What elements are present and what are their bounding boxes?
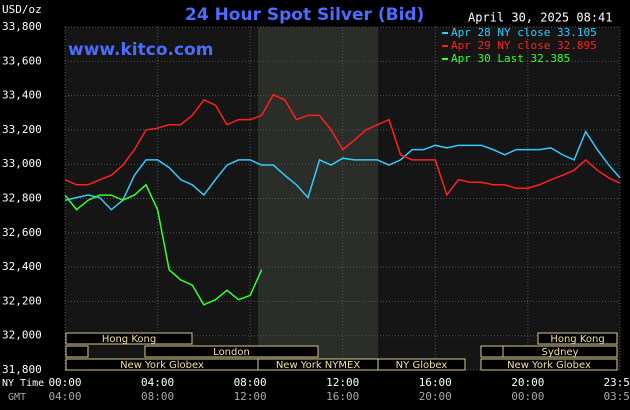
legend-entry: Apr 30 Last 32.385	[451, 52, 570, 65]
price-line	[64, 93, 621, 197]
y-tick-label: 33,600	[2, 54, 42, 67]
legend-entry: Apr 29 NY close 32.895	[451, 39, 597, 52]
session-box	[144, 345, 319, 358]
x-tick-label: 20:00	[511, 376, 544, 389]
chart-title: 24 Hour Spot Silver (Bid)	[185, 5, 424, 25]
session-label: New York NYMEX	[276, 360, 361, 371]
x-tick-label-gmt: 20:00	[419, 390, 452, 403]
x-tick-label: 16:00	[419, 376, 452, 389]
x-tick-label: 04:00	[141, 376, 174, 389]
session-box	[65, 345, 89, 358]
y-tick-label: 33,200	[2, 123, 42, 136]
session-label: Hong Kong	[102, 334, 156, 345]
y-tick-label: 33,400	[2, 89, 42, 102]
session-box	[537, 332, 618, 345]
x-row-label: NY Time	[2, 378, 44, 389]
x-tick-label-gmt: 12:00	[234, 390, 267, 403]
session-label: Hong Kong	[550, 334, 604, 345]
x-row-label: GMT	[8, 392, 26, 403]
y-tick-label: 32,800	[2, 192, 42, 205]
session-box	[377, 358, 466, 371]
session-box	[502, 345, 618, 358]
x-tick-label-gmt: 03:59	[603, 390, 630, 403]
y-tick-label: 33,000	[2, 157, 42, 170]
x-tick-label: 12:00	[326, 376, 359, 389]
session-label: NY Globex	[396, 360, 448, 371]
y-tick-label: 33,800	[2, 20, 42, 33]
y-tick-label: 32,200	[2, 294, 42, 307]
unit-label: USD/oz	[2, 3, 42, 16]
y-tick-label: 31,800	[2, 363, 42, 376]
x-tick-label-gmt: 04:00	[48, 390, 81, 403]
session-label: New York Globex	[120, 360, 204, 371]
session-box	[65, 332, 193, 345]
x-tick-label: 23:59	[603, 376, 630, 389]
y-tick-label: 32,600	[2, 226, 42, 239]
x-tick-label: 08:00	[234, 376, 267, 389]
session-box	[480, 345, 504, 358]
legend-entry: Apr 28 NY close 33.105	[451, 26, 597, 39]
session-label: London	[213, 347, 250, 358]
y-tick-label: 32,000	[2, 329, 42, 342]
session-box	[480, 358, 618, 371]
x-tick-label: 00:00	[48, 376, 81, 389]
timestamp: April 30, 2025 08:41	[468, 11, 613, 25]
x-tick-label-gmt: 16:00	[326, 390, 359, 403]
watermark: www.kitco.com	[68, 40, 213, 60]
y-tick-label: 32,400	[2, 260, 42, 273]
session-label: New York Globex	[507, 360, 591, 371]
x-tick-label-gmt: 08:00	[141, 390, 174, 403]
price-line	[64, 129, 621, 211]
price-line	[64, 183, 263, 306]
session-label: Sydney	[541, 347, 578, 358]
x-tick-label-gmt: 00:00	[511, 390, 544, 403]
